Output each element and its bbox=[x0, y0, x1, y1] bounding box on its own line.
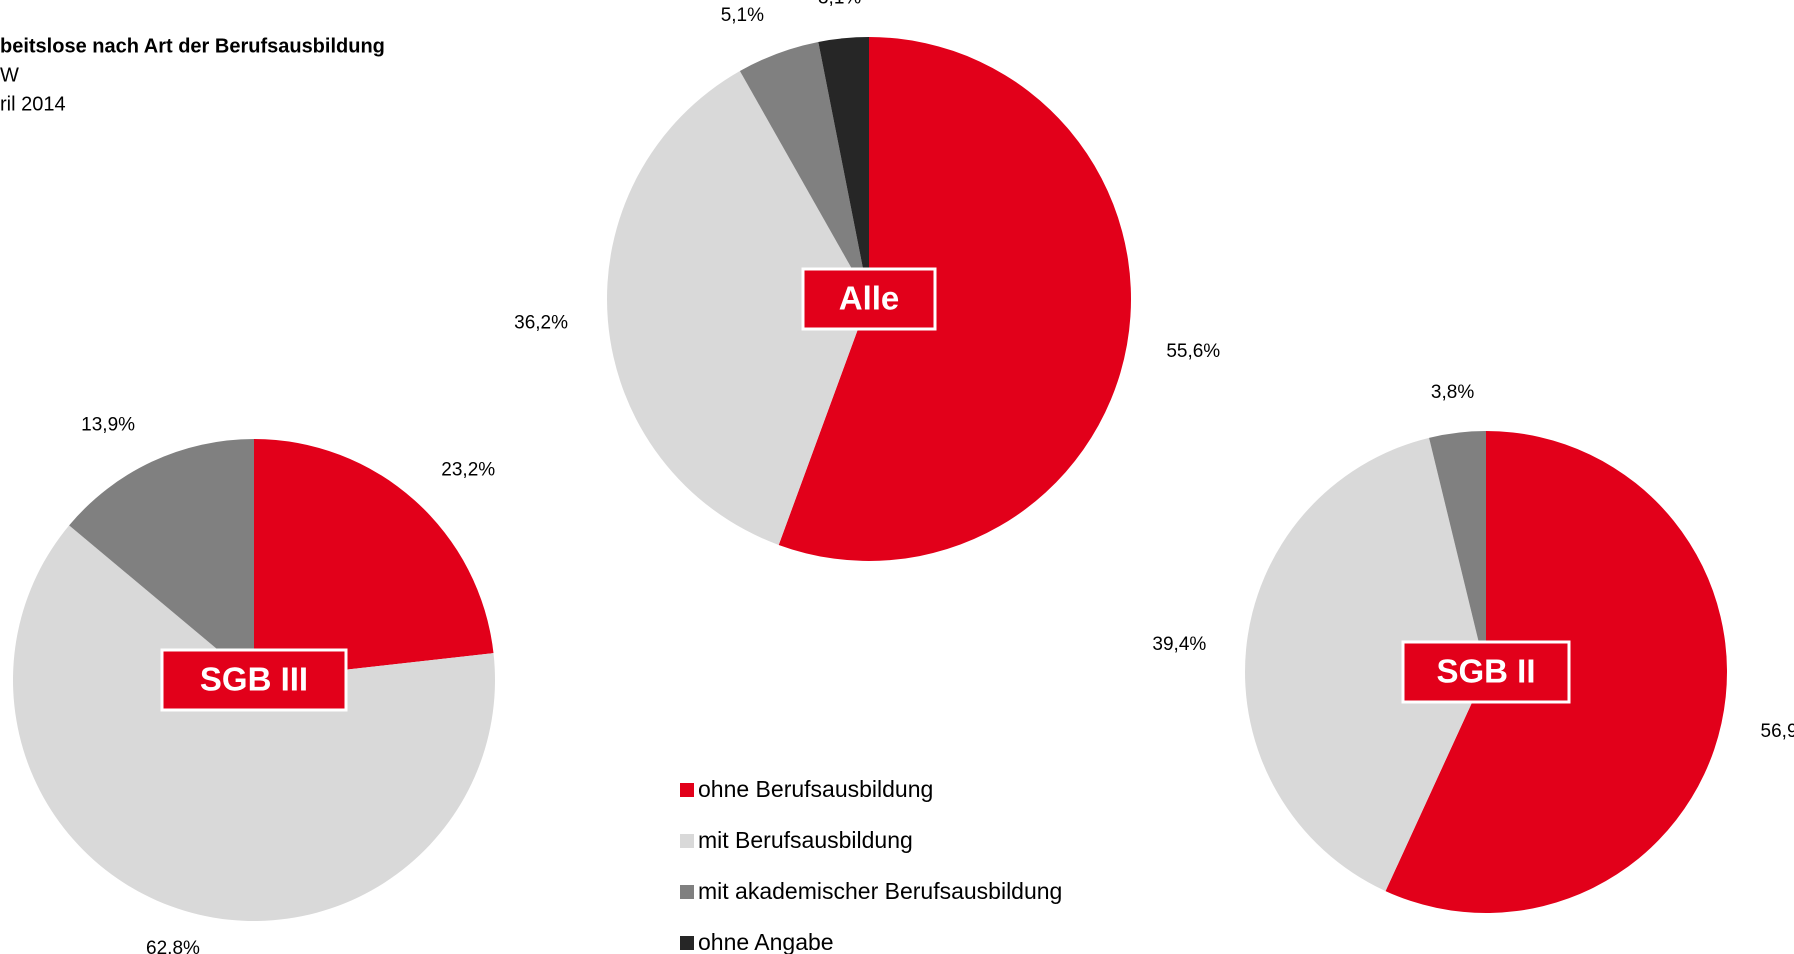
subtitle: ril 2014 bbox=[0, 93, 66, 115]
legend-swatch bbox=[680, 936, 694, 950]
data-label: 56,9% bbox=[1761, 721, 1794, 742]
center-label-box bbox=[801, 267, 937, 331]
pie-slice bbox=[1245, 437, 1486, 892]
pie-slice bbox=[818, 37, 869, 299]
data-label: 62,8% bbox=[146, 938, 200, 954]
legend-swatch bbox=[680, 783, 694, 797]
data-label: 36,2% bbox=[514, 313, 568, 334]
pie-slice bbox=[1429, 431, 1486, 672]
center-label-box bbox=[1401, 640, 1571, 704]
pie-slice bbox=[254, 439, 494, 680]
center-label: Alle bbox=[839, 280, 900, 317]
legend-label: mit Berufsausbildung bbox=[698, 827, 913, 853]
center-label: SGB II bbox=[1436, 653, 1535, 690]
legend-label: ohne Angabe bbox=[698, 929, 834, 954]
data-label: 55,6% bbox=[1166, 341, 1220, 362]
data-label: 13,9% bbox=[81, 414, 135, 435]
data-label: 3,8% bbox=[1431, 382, 1474, 403]
legend-label: mit akademischer Berufsausbildung bbox=[698, 878, 1062, 904]
data-label: 39,4% bbox=[1152, 634, 1206, 655]
data-label: 3,1% bbox=[818, 0, 861, 8]
center-label-box bbox=[160, 648, 348, 712]
legend-label: ohne Berufsausbildung bbox=[698, 776, 933, 802]
data-label: 5,1% bbox=[721, 5, 764, 26]
legend-swatch bbox=[680, 885, 694, 899]
legend-swatch bbox=[680, 834, 694, 848]
pie-slice bbox=[739, 41, 869, 299]
page-title: beitslose nach Art der Berufsausbildung bbox=[0, 35, 385, 57]
pie-slice bbox=[69, 439, 254, 680]
pie-slice bbox=[778, 37, 1132, 562]
data-label: 23,2% bbox=[441, 460, 495, 481]
pie-slice bbox=[607, 71, 869, 545]
pie-slice bbox=[12, 525, 496, 922]
subtitle: W bbox=[0, 64, 19, 86]
center-label: SGB III bbox=[200, 661, 308, 698]
